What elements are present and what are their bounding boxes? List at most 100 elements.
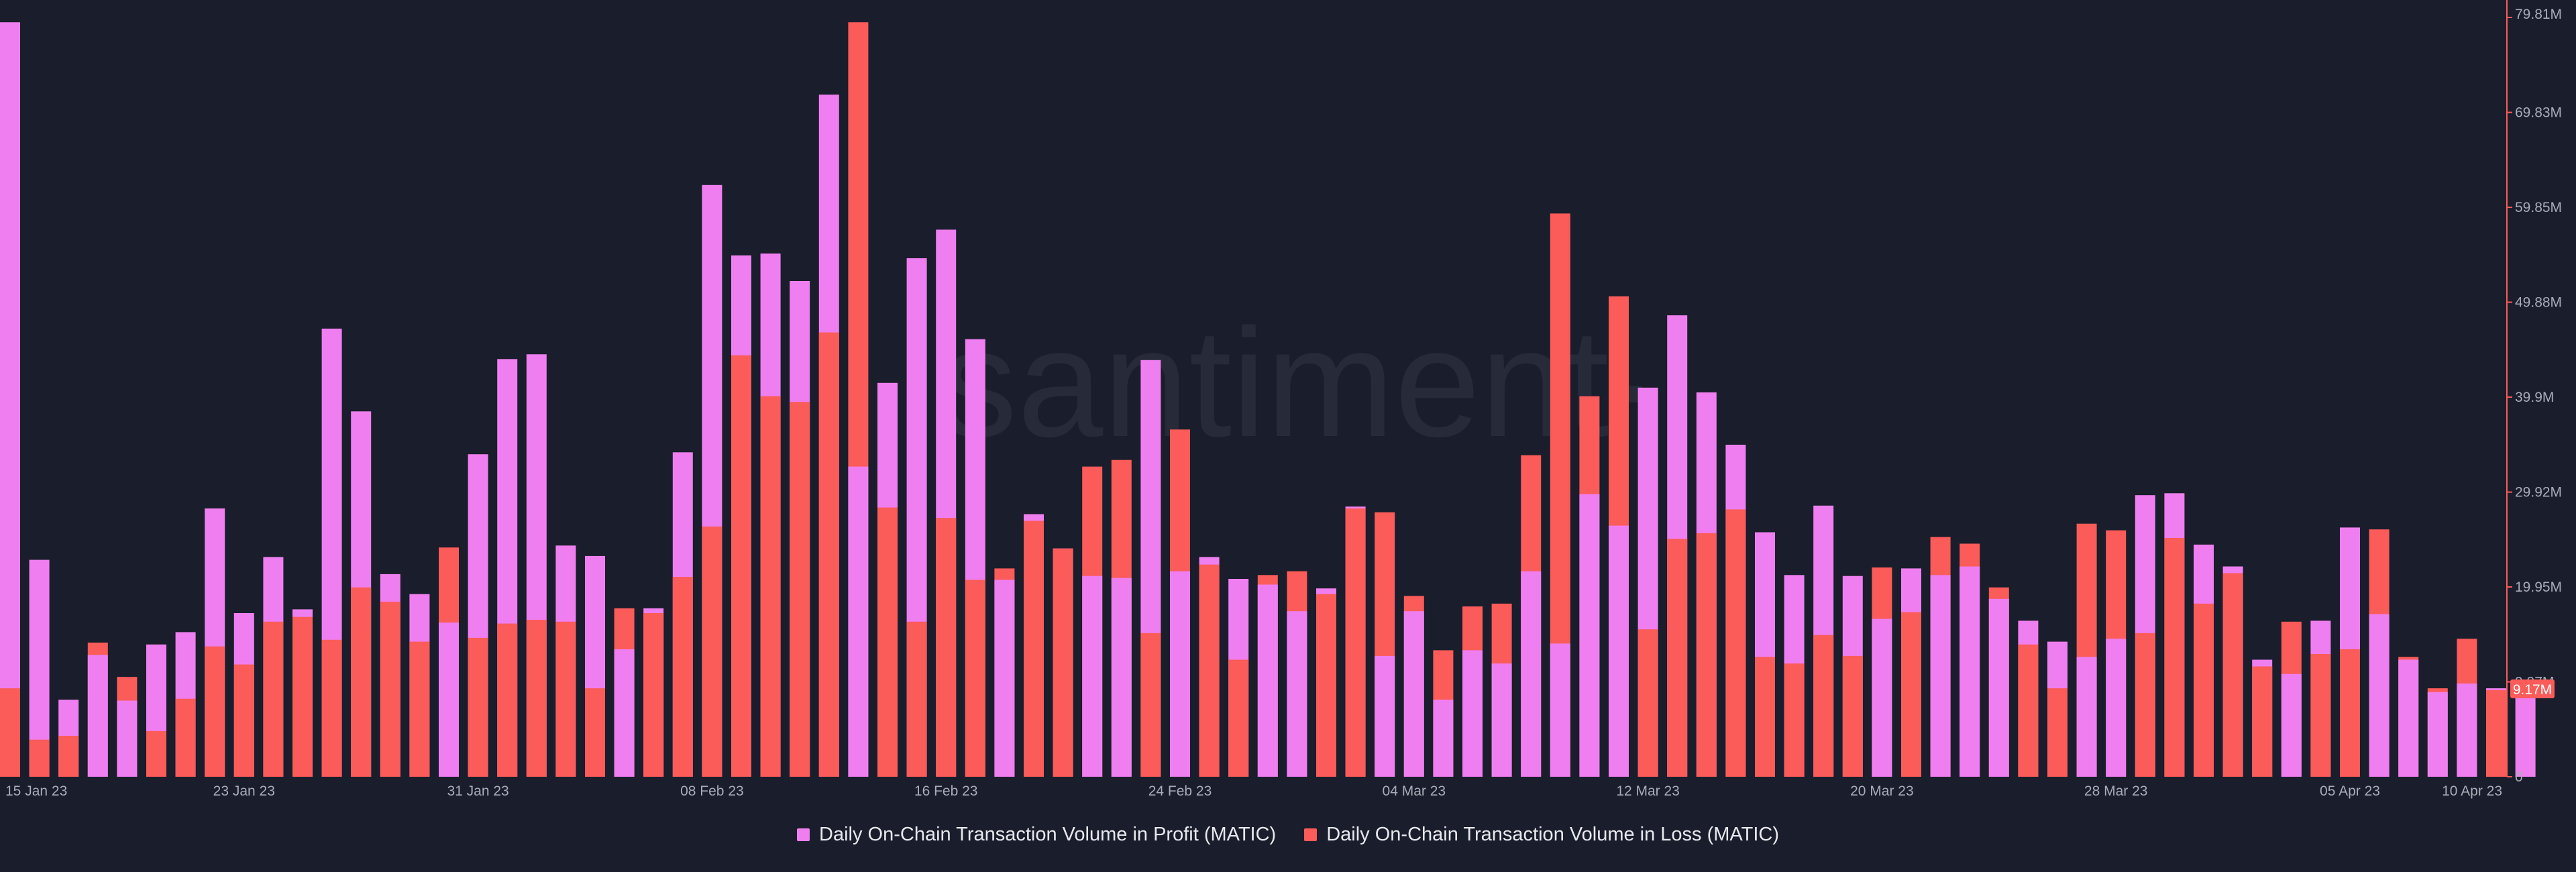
- watermark: ·santiment·: [889, 296, 1660, 469]
- bar-loss-45[interactable]: [1316, 594, 1336, 777]
- bar-loss-11[interactable]: [321, 639, 342, 777]
- bar-profit-29[interactable]: [848, 466, 869, 777]
- x-tick-label-5: 24 Feb 23: [1148, 783, 1212, 799]
- bar-profit-38[interactable]: [1111, 578, 1132, 777]
- bar-profit-83[interactable]: [2427, 692, 2448, 777]
- bar-profit-40[interactable]: [1170, 571, 1190, 777]
- bar-loss-14[interactable]: [409, 641, 430, 777]
- bar-loss-7[interactable]: [205, 646, 225, 777]
- legend-swatch-profit: [797, 828, 810, 841]
- bar-loss-62[interactable]: [1813, 635, 1834, 777]
- bar-loss-20[interactable]: [585, 688, 605, 777]
- bar-profit-66[interactable]: [1930, 575, 1951, 777]
- bar-loss-17[interactable]: [497, 623, 518, 777]
- bar-loss-73[interactable]: [2135, 633, 2155, 777]
- bar-loss-57[interactable]: [1667, 539, 1688, 777]
- bar-loss-36[interactable]: [1053, 548, 1073, 777]
- bar-loss-80[interactable]: [2340, 649, 2360, 777]
- bar-profit-37[interactable]: [1082, 576, 1103, 777]
- bar-profit-48[interactable]: [1403, 611, 1424, 777]
- bar-loss-19[interactable]: [555, 621, 576, 777]
- bar-profit-21[interactable]: [614, 649, 635, 777]
- x-tick-label-7: 12 Mar 23: [1616, 783, 1680, 799]
- bar-loss-23[interactable]: [672, 577, 693, 777]
- bar-loss-30[interactable]: [877, 507, 898, 777]
- bar-loss-69[interactable]: [2018, 644, 2039, 777]
- bar-loss-74[interactable]: [2164, 538, 2185, 777]
- legend-item-loss[interactable]: Daily On-Chain Transaction Volume in Los…: [1304, 824, 1779, 846]
- bar-loss-77[interactable]: [2252, 666, 2273, 777]
- bar-profit-78[interactable]: [2281, 673, 2302, 777]
- bar-loss-79[interactable]: [2310, 654, 2331, 777]
- bar-loss-24[interactable]: [702, 527, 722, 777]
- x-tick-label-6: 04 Mar 23: [1383, 783, 1446, 799]
- bar-profit-47[interactable]: [1375, 655, 1395, 777]
- bar-profit-4[interactable]: [117, 700, 138, 777]
- bar-loss-0[interactable]: [0, 688, 20, 777]
- bar-profit-67[interactable]: [1960, 566, 1980, 777]
- bar-loss-76[interactable]: [2222, 573, 2243, 777]
- bar-loss-70[interactable]: [2047, 688, 2068, 777]
- bar-loss-5[interactable]: [146, 730, 166, 777]
- bar-profit-86[interactable]: [2515, 692, 2536, 777]
- x-tick-label-8: 20 Mar 23: [1850, 783, 1914, 799]
- bar-profit-44[interactable]: [1287, 611, 1307, 777]
- y-tick-label-6: 59.85M: [2515, 200, 2562, 215]
- bar-loss-16[interactable]: [468, 637, 488, 777]
- bar-profit-51[interactable]: [1491, 663, 1512, 777]
- bar-loss-58[interactable]: [1696, 533, 1717, 777]
- bar-profit-43[interactable]: [1257, 584, 1278, 777]
- bar-loss-8[interactable]: [233, 664, 254, 777]
- bar-loss-85[interactable]: [2486, 690, 2506, 777]
- bar-profit-50[interactable]: [1462, 650, 1483, 777]
- bar-profit-71[interactable]: [2076, 657, 2097, 777]
- bar-profit-64[interactable]: [1872, 618, 1892, 777]
- bar-loss-41[interactable]: [1199, 564, 1220, 777]
- bar-profit-84[interactable]: [2457, 684, 2477, 777]
- bar-loss-59[interactable]: [1725, 509, 1746, 777]
- bar-profit-0[interactable]: [0, 22, 20, 777]
- bar-profit-15[interactable]: [439, 622, 459, 777]
- bar-loss-13[interactable]: [380, 602, 400, 777]
- legend-item-profit[interactable]: Daily On-Chain Transaction Volume in Pro…: [797, 824, 1276, 846]
- bar-profit-72[interactable]: [2106, 639, 2127, 777]
- y-tick-label-7: 69.83M: [2515, 105, 2562, 121]
- bar-loss-6[interactable]: [175, 698, 196, 777]
- bar-profit-82[interactable]: [2398, 659, 2419, 777]
- bar-profit-81[interactable]: [2369, 614, 2390, 777]
- bar-profit-3[interactable]: [87, 655, 108, 777]
- bar-loss-32[interactable]: [936, 518, 957, 777]
- bar-loss-28[interactable]: [818, 332, 839, 777]
- bar-profit-55[interactable]: [1609, 525, 1629, 777]
- bar-loss-18[interactable]: [526, 620, 547, 777]
- bar-profit-53[interactable]: [1550, 643, 1570, 777]
- bar-loss-33[interactable]: [965, 580, 985, 777]
- bar-loss-25[interactable]: [731, 355, 751, 777]
- bar-loss-27[interactable]: [790, 402, 810, 777]
- bar-profit-68[interactable]: [1988, 598, 2009, 777]
- bar-loss-35[interactable]: [1024, 521, 1044, 777]
- bar-loss-42[interactable]: [1228, 659, 1249, 777]
- bar-loss-1[interactable]: [29, 739, 50, 777]
- bar-loss-22[interactable]: [643, 613, 664, 777]
- bar-loss-39[interactable]: [1140, 633, 1161, 777]
- bar-profit-49[interactable]: [1433, 700, 1454, 777]
- bar-loss-10[interactable]: [292, 616, 313, 777]
- bar-profit-54[interactable]: [1579, 494, 1600, 777]
- bar-loss-2[interactable]: [58, 736, 79, 777]
- bar-loss-46[interactable]: [1345, 508, 1366, 777]
- bar-loss-60[interactable]: [1755, 657, 1775, 777]
- bar-loss-12[interactable]: [351, 587, 372, 777]
- bar-profit-52[interactable]: [1521, 571, 1542, 777]
- bar-profit-34[interactable]: [994, 580, 1015, 777]
- bar-loss-9[interactable]: [263, 621, 284, 777]
- bar-loss-75[interactable]: [2194, 603, 2214, 777]
- bar-loss-61[interactable]: [1784, 663, 1805, 777]
- bar-loss-56[interactable]: [1638, 629, 1658, 777]
- bar-loss-31[interactable]: [906, 621, 927, 777]
- bar-loss-65[interactable]: [1901, 612, 1921, 777]
- bar-loss-26[interactable]: [760, 396, 781, 777]
- bar-loss-63[interactable]: [1842, 655, 1863, 777]
